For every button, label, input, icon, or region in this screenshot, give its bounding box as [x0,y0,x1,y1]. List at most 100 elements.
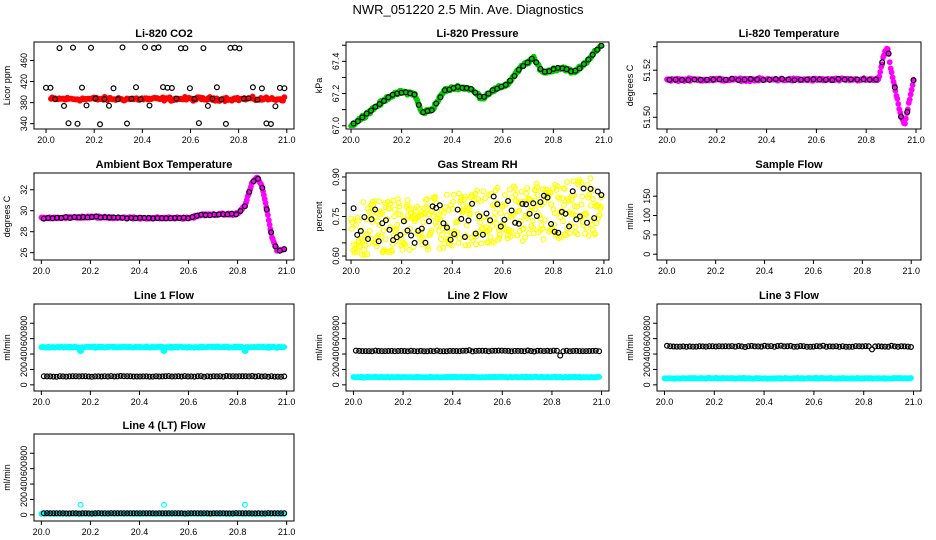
line1-cal-point [191,373,198,380]
sampleflow-xtick-label: 20.6 [805,266,823,276]
rh-cal-point [379,220,386,227]
line4-cal-point [220,510,227,517]
pressure-xtick-label: 20.6 [494,135,512,145]
line1-cal-point [95,373,102,380]
line1-ytick-label: 600 [19,331,29,346]
line3-cal-point [670,343,677,350]
line3-cal-point [872,343,879,350]
co2-cal-point [146,102,153,109]
line4-cal-point [181,510,188,517]
co2-cal-point [254,96,261,103]
co2-cal-point [258,85,265,92]
line4-cal-point [274,510,281,517]
line2-cal-point [469,348,476,355]
line4-cal-point [98,510,105,517]
rh-ambient-point [376,198,383,205]
line2-cal-point [417,347,424,354]
line2-cal-point [453,348,460,355]
pressure-cal-point [472,89,479,96]
temp-xtick-label: 20.2 [708,135,726,145]
line3-cal-point [836,343,843,350]
line1-cal-point [140,373,147,380]
line2-cal-point [352,347,359,354]
line1-cal-point [223,373,230,380]
line4-cal-point [197,510,204,517]
line2-cal-point [459,347,466,354]
sampleflow-panel: Sample Flow ml/min 20.0 20.2 20.4 20.6 20.8 21.… [625,159,922,276]
rh-ambient-point [496,231,503,238]
temp-title: Li-820 Temperature [739,28,840,40]
temp-cal-point [672,76,679,83]
co2-cal-point [209,95,216,102]
line4-cal-point [76,510,83,517]
temp-ambient-point [906,96,913,103]
line2-cal-point [421,348,428,355]
temp-cal-point [791,77,798,84]
rh-cal-point [375,238,382,245]
line2-points [350,347,603,381]
line1-panel: Line 1 Flow ml/min 20.0 20.2 20.4 20.6 20.8 21.… [2,290,295,407]
rh-ambient-point [508,228,515,235]
rh-ambient-point [511,185,518,192]
rh-ambient-point [423,196,430,203]
temp-xtick-label: 20.6 [808,135,826,145]
temp-cal-point [735,76,742,83]
co2-cal-point [123,120,130,127]
pressure-cal-point [537,65,544,72]
line4-cal-point [178,510,185,517]
boxtemp-ytick-label: 30 [19,206,29,216]
rh-ambient-point [486,226,493,233]
rh-ambient-point [583,211,590,218]
boxtemp-panel: Ambient Box Temperature degrees C 20.0 20.2… [2,159,295,276]
line2-cal-point [427,347,434,354]
rh-cal-point [365,235,372,242]
rh-ambient-point [550,206,557,213]
line1-cal-point [268,373,275,380]
rh-ambient-point [507,233,514,240]
line2-cal-point [592,347,599,354]
line3-cal-point [725,343,732,350]
line4-cal-point [140,510,147,517]
rh-ambient-point [577,179,584,186]
line1-cal-point [66,373,73,380]
line2-title: Line 2 Flow [448,290,508,302]
line4-xtick-label: 21.0 [278,527,296,537]
rh-ambient-point [493,220,500,227]
temp-ytick-label: 51.50 [642,106,652,129]
line4-cal-point [53,510,60,517]
co2-cal-point [133,84,140,91]
line3-cal-point [816,343,823,350]
rh-ambient-point [561,185,568,192]
rh-ambient-point [579,193,586,200]
line1-cal-point [185,373,192,380]
line3-cal-point [842,343,849,350]
line1-cal-point [133,373,140,380]
line4-cal-point [63,510,70,517]
line2-cal-point [375,348,382,355]
line2-cal-point [456,348,463,355]
rh-title: Gas Stream RH [437,159,517,171]
line2-ytick-label: 800 [331,316,341,331]
line3-cal-point [742,344,749,351]
rh-ambient-point [516,207,523,214]
line3-ytick-label: 600 [642,331,652,346]
rh-cal-point [350,205,357,212]
line2-xtick-label: 21.0 [593,397,611,407]
line4-cal-point [153,510,160,517]
rh-ambient-point [494,184,501,191]
rh-ambient-point [479,224,486,231]
boxtemp-xtick-label: 20.0 [33,266,51,276]
line4-cal-point [120,510,127,517]
line2-cal-point [362,348,369,355]
line4-cal-point [262,510,269,517]
rh-ambient-point [455,239,462,246]
line3-cal-point [709,343,716,350]
line1-cal-point [242,373,249,380]
pressure-cal-point [437,94,444,101]
line3-cal-point [784,343,791,350]
rh-cal-point [594,188,601,195]
rh-cal-point [386,226,393,233]
rh-ambient-point [534,184,541,191]
sampleflow-ytick-label: 100 [642,208,652,223]
temp-cal-point [847,76,854,83]
